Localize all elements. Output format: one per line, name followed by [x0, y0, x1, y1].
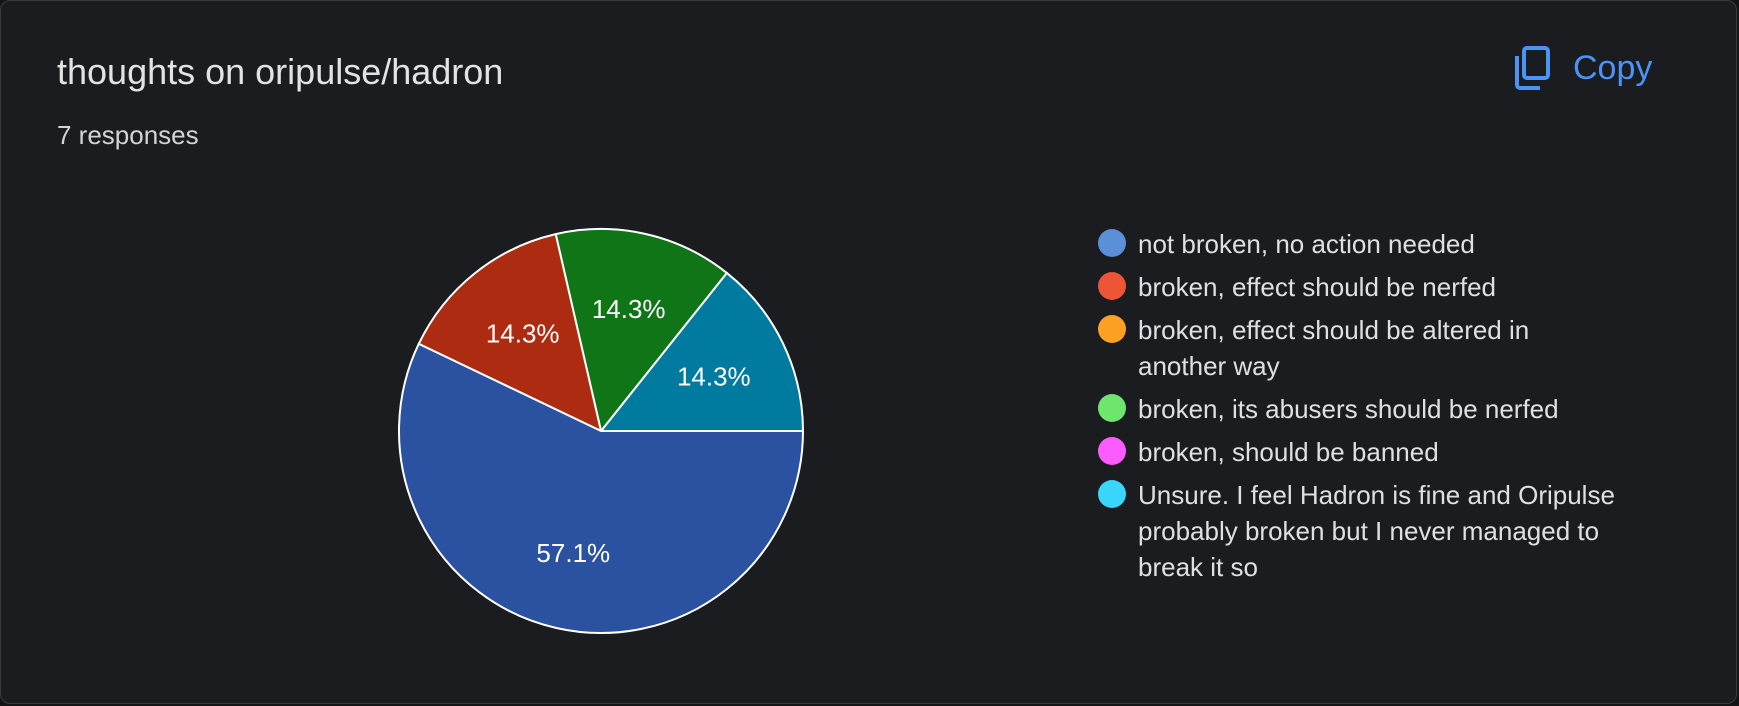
legend-label: Unsure. I feel Hadron is fine and Oripul…	[1138, 480, 1615, 582]
legend-swatch	[1098, 315, 1126, 343]
pie-slice[interactable]	[554, 228, 729, 434]
slice-percent-label: 14.3%	[592, 294, 666, 324]
legend-item[interactable]: not broken, no action needed	[1098, 226, 1618, 262]
legend-swatch	[1098, 480, 1126, 508]
legend-label: broken, effect should be nerfed	[1138, 272, 1496, 302]
pie-svg: 14.3% 14.3% 14.3% 57.1%	[398, 228, 805, 634]
legend-swatch	[1098, 272, 1126, 300]
slice-percent-label: 14.3%	[486, 318, 560, 348]
legend-item[interactable]: broken, effect should be nerfed	[1098, 269, 1618, 305]
legend-item[interactable]: Unsure. I feel Hadron is fine and Oripul…	[1098, 477, 1618, 585]
pie-slice[interactable]	[398, 342, 805, 634]
slice-percent-label: 14.3%	[677, 362, 751, 392]
chart-title: thoughts on oripulse/hadron	[57, 51, 504, 92]
pie-slice[interactable]	[598, 271, 805, 432]
legend-swatch	[1098, 229, 1126, 257]
legend-swatch	[1098, 394, 1126, 422]
legend-item[interactable]: broken, effect should be altered in anot…	[1098, 312, 1618, 384]
legend-label: not broken, no action needed	[1138, 229, 1475, 259]
copy-label: Copy	[1573, 48, 1653, 87]
slice-percent-label: 57.1%	[536, 538, 610, 568]
legend-item[interactable]: broken, should be banned	[1098, 434, 1618, 470]
legend-item[interactable]: broken, its abusers should be nerfed	[1098, 391, 1618, 427]
legend-label: broken, should be banned	[1138, 437, 1439, 467]
pie-slice[interactable]	[417, 232, 603, 433]
pie-chart: 14.3% 14.3% 14.3% 57.1%	[381, 211, 821, 651]
copy-icon	[1513, 46, 1551, 90]
legend: not broken, no action needed broken, effe…	[1098, 226, 1618, 592]
copy-button[interactable]: Copy	[1513, 39, 1652, 97]
legend-label: broken, effect should be altered in anot…	[1138, 315, 1530, 381]
legend-label: broken, its abusers should be nerfed	[1138, 394, 1559, 424]
response-count: 7 responses	[57, 120, 199, 150]
legend-swatch	[1098, 437, 1126, 465]
